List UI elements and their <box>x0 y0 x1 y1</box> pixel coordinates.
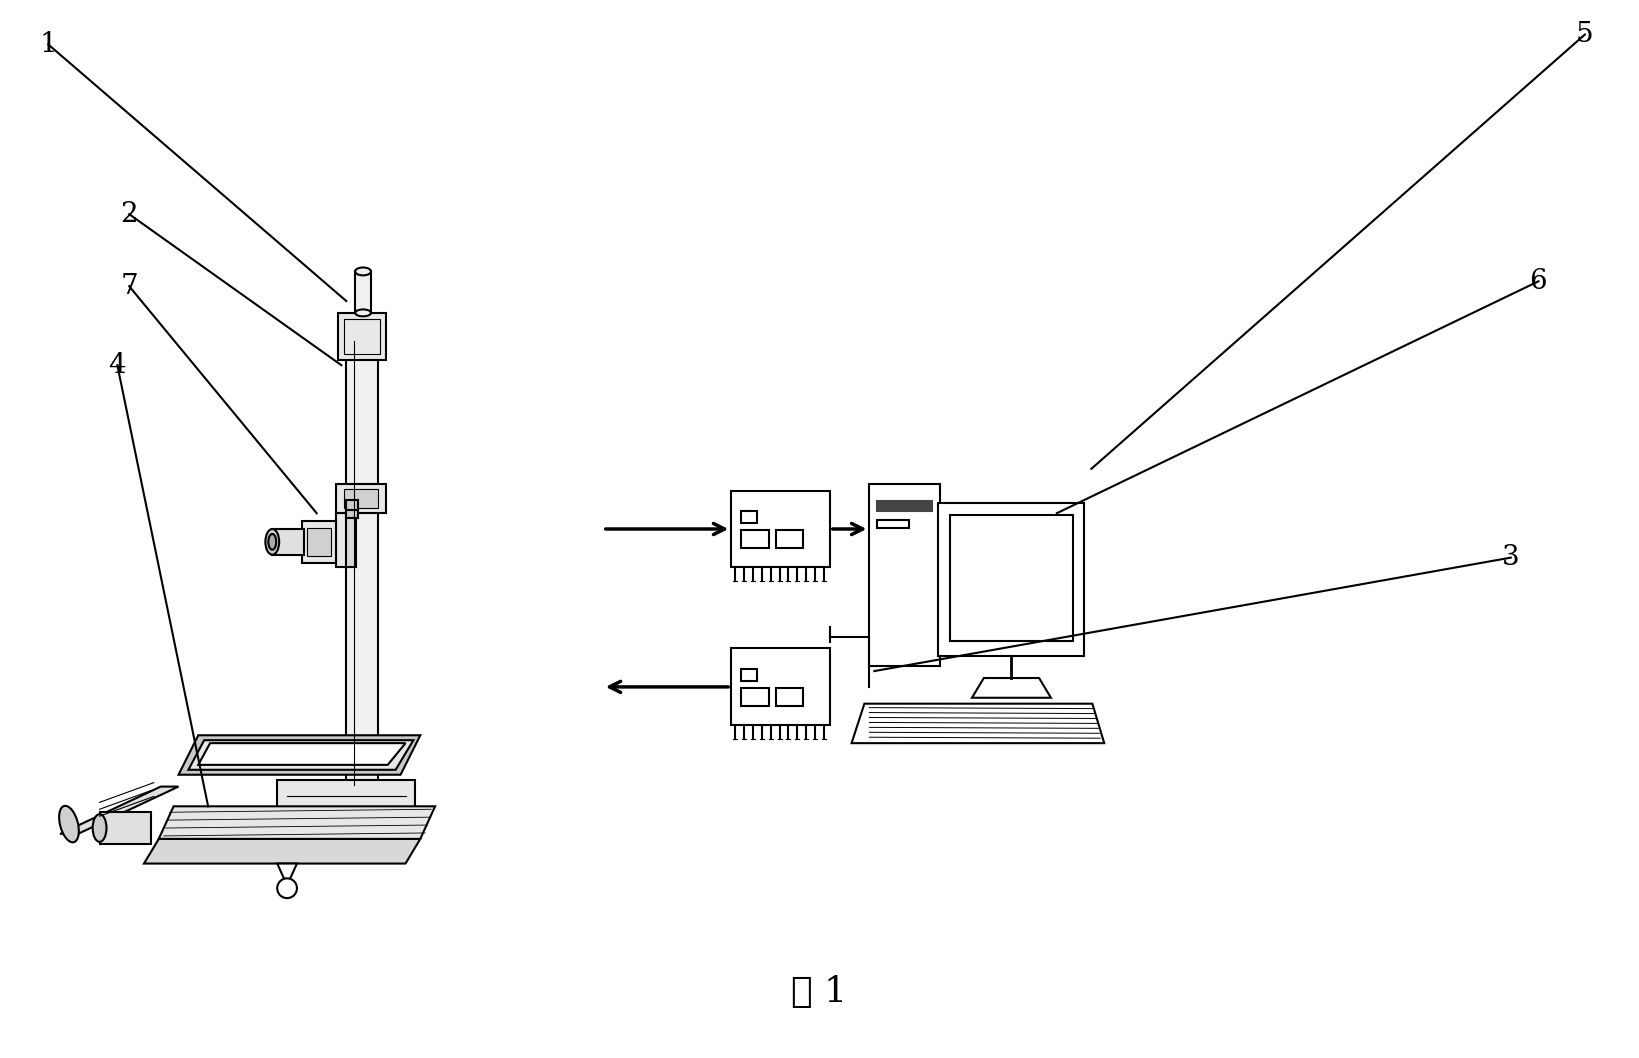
Bar <box>346 341 379 785</box>
Bar <box>356 272 370 313</box>
Bar <box>741 669 757 681</box>
Ellipse shape <box>356 309 370 316</box>
Bar <box>741 688 769 706</box>
Bar <box>306 528 331 555</box>
Bar <box>731 649 829 726</box>
Ellipse shape <box>59 806 79 842</box>
Bar <box>741 511 757 523</box>
Bar <box>346 500 359 510</box>
Bar <box>302 522 336 563</box>
Text: 7: 7 <box>120 273 138 299</box>
Bar <box>775 530 803 548</box>
Text: 3: 3 <box>1501 544 1519 571</box>
Polygon shape <box>179 735 420 774</box>
Polygon shape <box>972 678 1051 698</box>
Polygon shape <box>852 704 1105 743</box>
Ellipse shape <box>93 815 107 842</box>
Polygon shape <box>277 863 297 886</box>
Ellipse shape <box>356 268 370 275</box>
Ellipse shape <box>266 529 279 554</box>
Bar <box>877 521 908 528</box>
Bar <box>344 318 380 354</box>
Bar <box>869 484 941 667</box>
Polygon shape <box>144 839 420 863</box>
Text: 图 1: 图 1 <box>792 974 847 1009</box>
Bar <box>741 530 769 548</box>
Bar <box>775 688 803 706</box>
Bar <box>877 501 933 511</box>
Text: 5: 5 <box>1577 21 1593 48</box>
Bar <box>346 513 356 567</box>
Bar <box>338 313 385 360</box>
Text: 6: 6 <box>1529 268 1547 295</box>
Bar <box>951 515 1072 640</box>
Bar <box>731 491 829 567</box>
Bar <box>346 508 359 518</box>
Polygon shape <box>188 741 413 770</box>
Text: 4: 4 <box>108 351 126 379</box>
Polygon shape <box>198 743 405 765</box>
Bar <box>336 513 347 567</box>
Bar <box>939 504 1085 656</box>
Ellipse shape <box>269 534 277 550</box>
Bar <box>272 529 303 554</box>
Polygon shape <box>61 786 179 834</box>
Text: 2: 2 <box>120 201 138 227</box>
Polygon shape <box>159 806 434 839</box>
Bar <box>336 484 385 513</box>
Text: 1: 1 <box>39 31 57 58</box>
Bar <box>100 813 151 844</box>
Bar <box>277 780 415 815</box>
Bar <box>344 489 379 508</box>
Circle shape <box>277 878 297 898</box>
